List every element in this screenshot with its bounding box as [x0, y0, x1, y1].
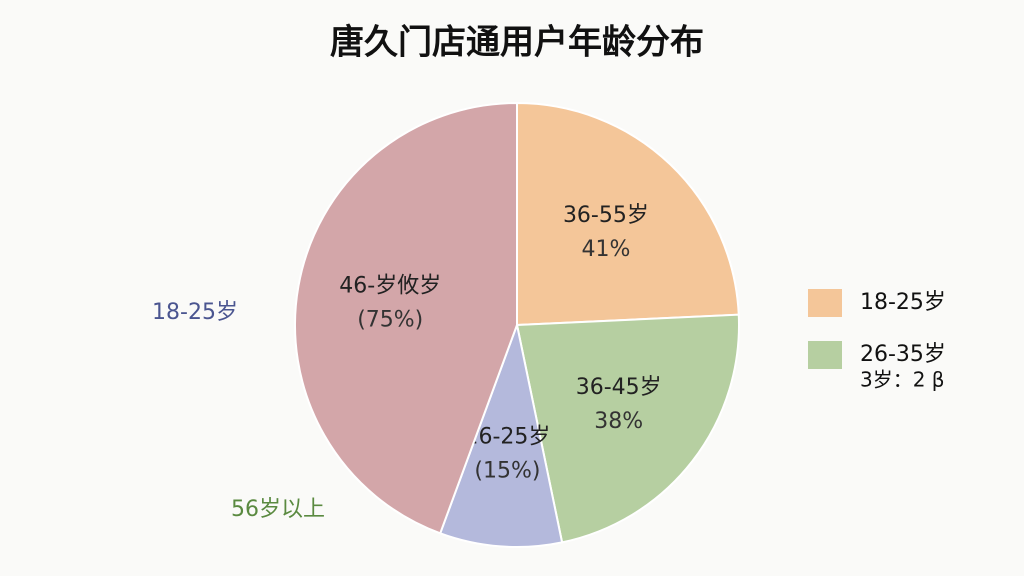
legend-swatch — [808, 289, 842, 317]
pie-slice — [516, 101, 740, 327]
annotation: 56岁以上 — [231, 497, 325, 522]
slice-label: 46-岁攸岁 — [339, 273, 441, 298]
pie-slice — [438, 321, 564, 548]
slice-value-label: 41% — [581, 237, 630, 262]
slice-value-label: (75%) — [357, 307, 423, 332]
legend-label: 26-35岁 — [860, 342, 946, 367]
pie-slice — [294, 101, 518, 535]
slice-label: 36-45岁 — [576, 375, 662, 400]
chart-title: 唐久门店通用户年龄分布 — [330, 23, 704, 63]
slice-value-label: (15%) — [474, 458, 540, 483]
legend-label: 18-25岁 — [860, 290, 946, 315]
legend-swatch — [808, 341, 842, 369]
slice-value-label: 38% — [594, 409, 643, 434]
annotation: 18-25岁 — [152, 300, 238, 325]
legend-note: 3岁：2 β — [860, 368, 945, 392]
pie-slice — [515, 313, 740, 544]
slice-label: 36-55岁 — [563, 203, 649, 228]
